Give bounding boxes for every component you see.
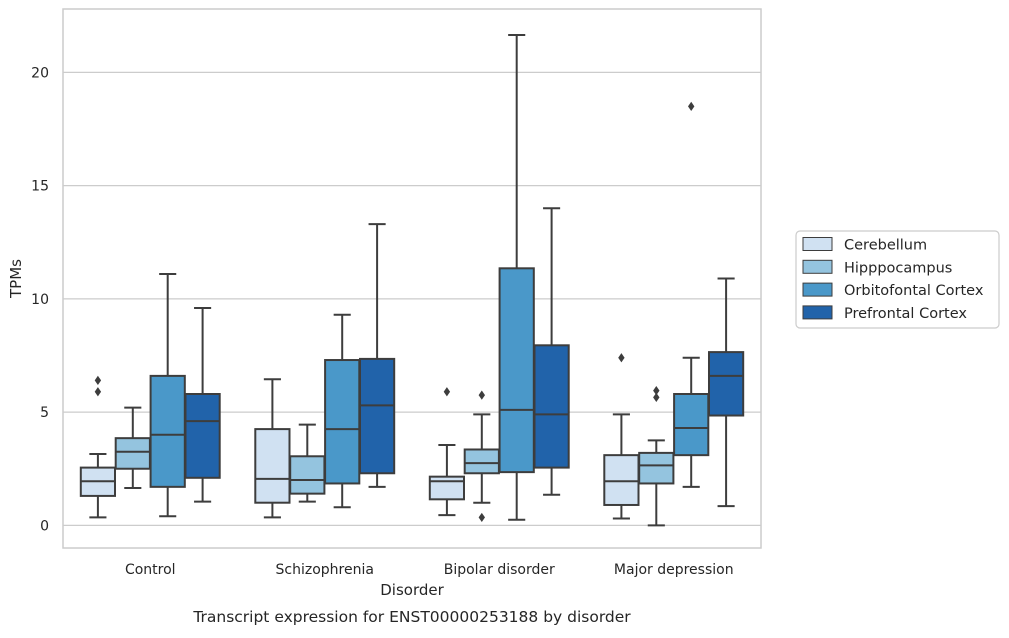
- outlier-point: [478, 390, 485, 400]
- box-iqr: [638, 451, 675, 485]
- y-tick-label: 10: [31, 292, 49, 308]
- x-axis-label: Disorder: [380, 581, 444, 599]
- box-iqr: [673, 393, 710, 457]
- box-orbitofontal-cortex-schizophrenia: [324, 313, 361, 509]
- box-iqr: [149, 374, 186, 488]
- y-axis-label: TPMs: [7, 259, 25, 299]
- box-iqr: [707, 351, 745, 417]
- box-cerebellum-control: [79, 375, 117, 519]
- plot-border: [62, 8, 762, 549]
- box-iqr: [463, 448, 500, 475]
- box-iqr: [533, 344, 570, 469]
- outlier-point: [478, 512, 485, 523]
- x-tick-label: Major depression: [614, 562, 734, 578]
- x-tick-labels: Control Schizophrenia Bipolar disorder Majo…: [125, 562, 734, 578]
- legend-frame: [795, 230, 1000, 329]
- box-orbitofontal-cortex-bipolar-disorder: [498, 34, 535, 521]
- box-iqr: [184, 393, 221, 479]
- outlier-point: [653, 392, 660, 402]
- box-cerebellum-major-depression: [603, 353, 640, 520]
- box-iqr: [603, 454, 640, 506]
- box-hipppocampus-bipolar-disorder: [463, 390, 500, 523]
- box-iqr: [498, 267, 535, 474]
- legend-item: Cerebellum: [802, 237, 927, 254]
- y-tick-label: 20: [31, 65, 49, 81]
- legend-swatch: [802, 259, 833, 274]
- outlier-point: [443, 387, 451, 397]
- legend-label: Orbitofontal Cortex: [844, 283, 984, 299]
- x-tick-label: Control: [125, 562, 176, 578]
- box-layer: [79, 34, 745, 527]
- box-iqr: [254, 428, 291, 504]
- box-cerebellum-bipolar-disorder: [428, 387, 466, 517]
- y-tick-label: 5: [40, 405, 49, 421]
- box-prefrontal-cortex-major-depression: [707, 277, 745, 508]
- legend-item: Orbitofontal Cortex: [802, 282, 984, 299]
- plot-frame: [62, 8, 762, 549]
- outlier-point: [618, 353, 625, 363]
- box-hipppocampus-schizophrenia: [289, 423, 326, 503]
- box-iqr: [114, 437, 151, 470]
- box-iqr: [289, 455, 326, 495]
- legend-swatch: [802, 282, 833, 297]
- box-cerebellum-schizophrenia: [254, 378, 291, 519]
- y-tick-labels: 0 5 10 15 20: [31, 65, 49, 534]
- legend-label: Hipppocampus: [844, 260, 952, 276]
- box-hipppocampus-major-depression: [638, 386, 675, 527]
- y-tick-label: 15: [31, 179, 49, 195]
- legend-swatch: [802, 305, 833, 320]
- legend-item: Hipppocampus: [802, 259, 952, 276]
- legend-swatch: [802, 237, 833, 251]
- box-iqr: [324, 359, 361, 485]
- y-tick-label: 0: [40, 518, 49, 534]
- legend: Cerebellum Hipppocampus Orbitofontal Corte…: [795, 230, 1000, 329]
- outlier-point: [94, 375, 102, 386]
- outlier-point: [653, 386, 660, 396]
- outlier-point: [688, 101, 695, 111]
- box-prefrontal-cortex-bipolar-disorder: [533, 207, 570, 496]
- box-hipppocampus-control: [114, 406, 151, 489]
- box-orbitofontal-cortex-control: [149, 272, 186, 518]
- chart-caption: Transcript expression for ENST0000025318…: [192, 608, 631, 626]
- x-tick-label: Schizophrenia: [276, 562, 374, 578]
- box-prefrontal-cortex-control: [184, 306, 221, 503]
- legend-label: Prefrontal Cortex: [844, 306, 967, 322]
- box-iqr: [358, 357, 396, 475]
- outlier-point: [94, 387, 102, 397]
- legend-label: Cerebellum: [844, 238, 927, 254]
- legend-item: Prefrontal Cortex: [802, 305, 967, 322]
- box-prefrontal-cortex-schizophrenia: [358, 223, 396, 488]
- box-iqr: [428, 475, 466, 501]
- x-tick-label: Bipolar disorder: [444, 562, 555, 578]
- box-orbitofontal-cortex-major-depression: [673, 101, 710, 488]
